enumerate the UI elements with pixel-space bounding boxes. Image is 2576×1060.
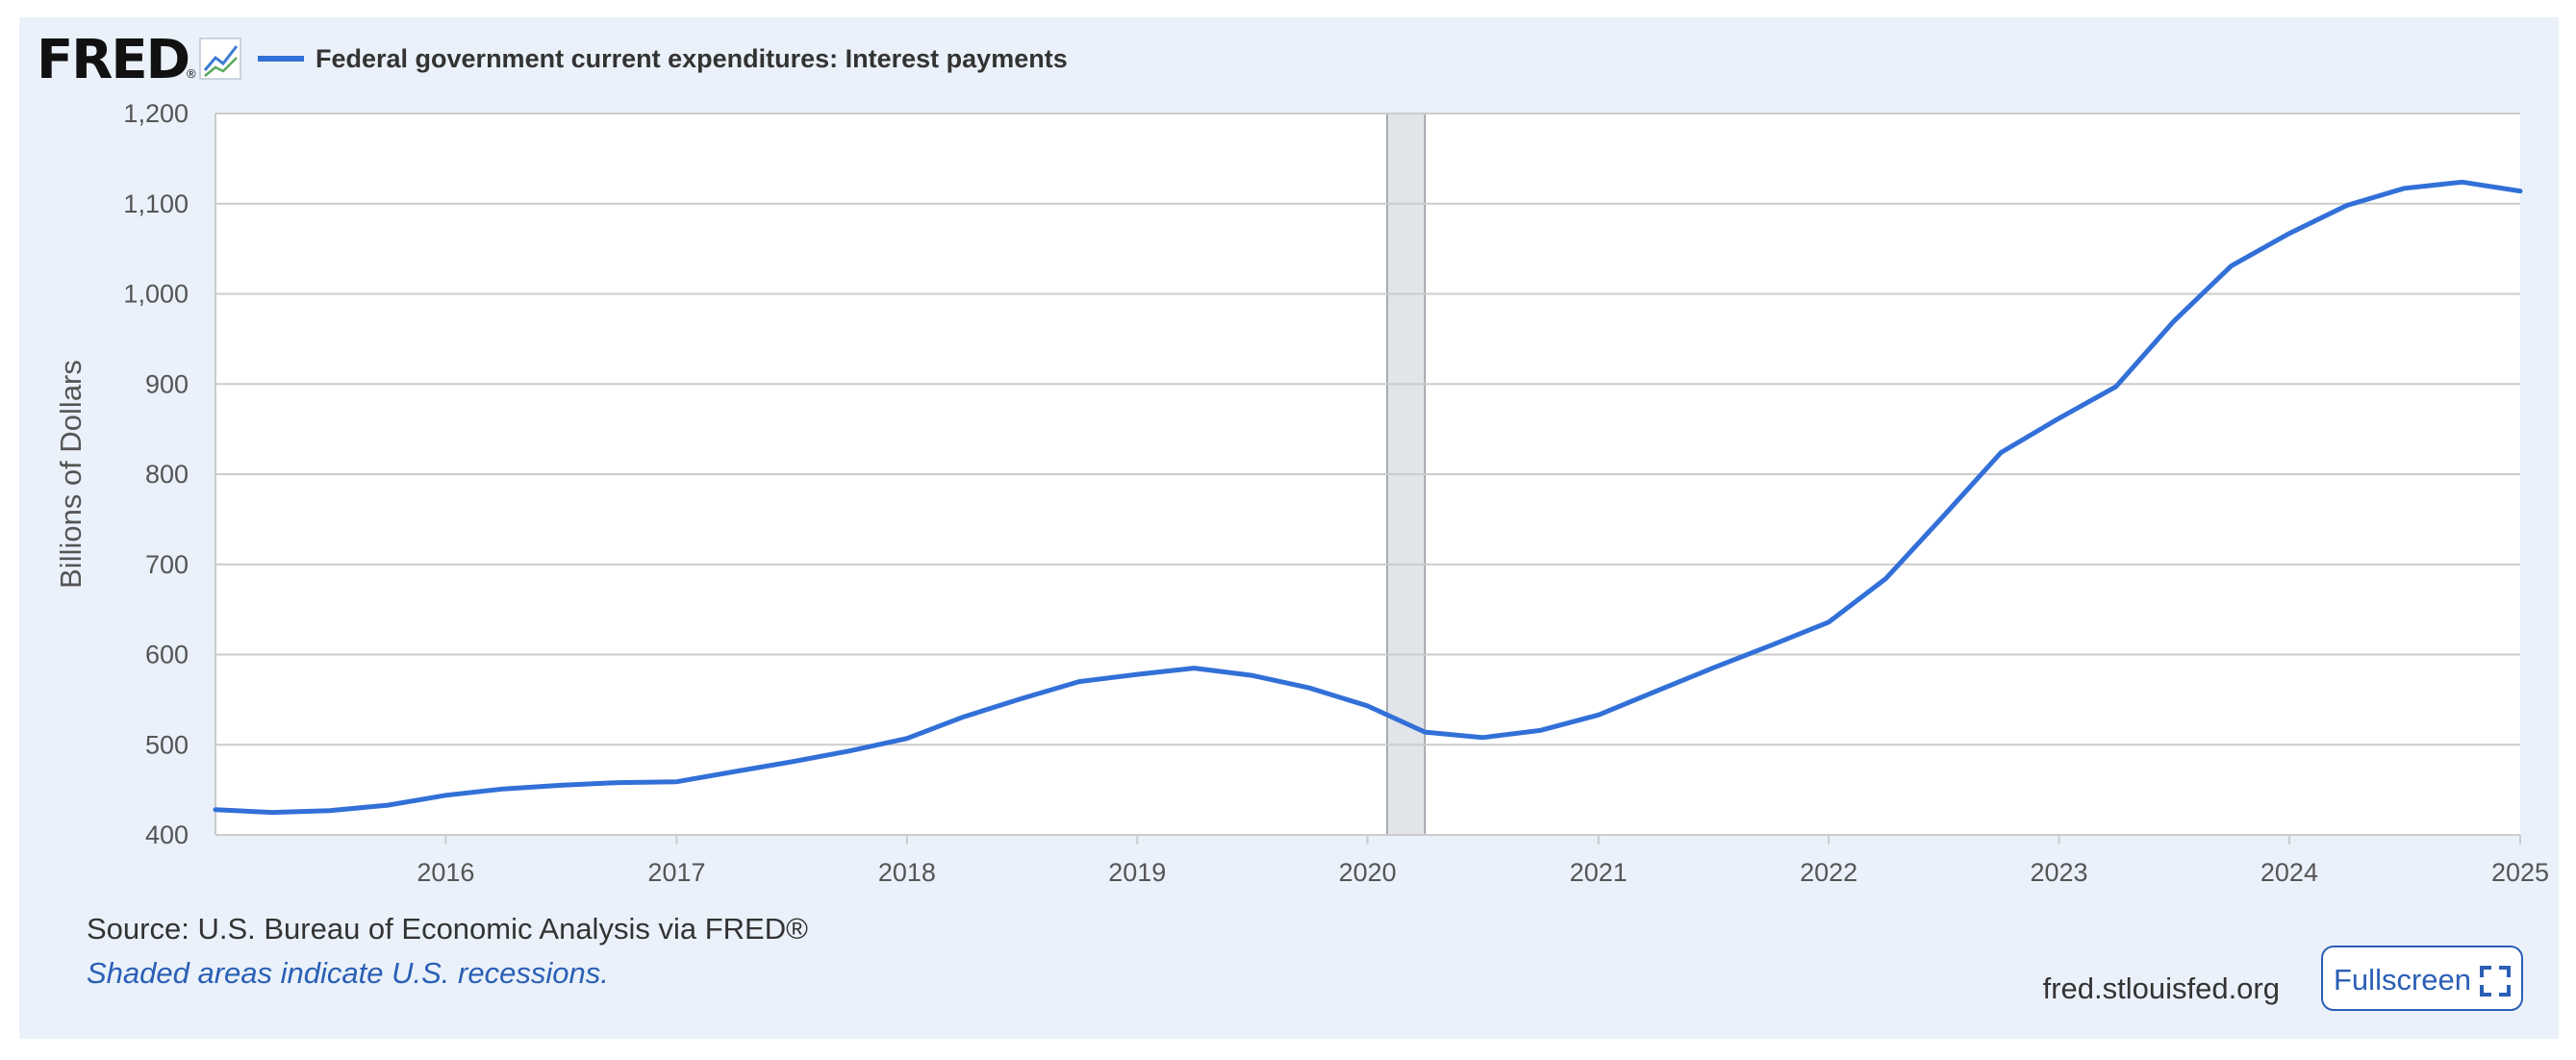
source-text: Source: U.S. Bureau of Economic Analysis… xyxy=(87,912,808,946)
y-tick-label: 600 xyxy=(145,641,189,669)
y-tick-label: 900 xyxy=(145,369,189,398)
fred-logo[interactable]: FRED xyxy=(37,29,190,91)
y-tick-label: 1,000 xyxy=(123,280,189,309)
x-tick-label: 2017 xyxy=(647,858,705,887)
y-tick-label: 500 xyxy=(145,730,189,759)
series-line xyxy=(213,179,2523,816)
legend: Federal government current expenditures:… xyxy=(258,44,1068,73)
site-link[interactable]: fred.stlouisfed.org xyxy=(2043,972,2280,1005)
y-tick-label: 400 xyxy=(145,820,189,849)
y-tick-label: 1,200 xyxy=(123,99,189,128)
fullscreen-label[interactable]: Fullscreen xyxy=(2334,963,2471,997)
x-tick-label: 2021 xyxy=(1570,858,1628,887)
x-tick-label: 2022 xyxy=(1800,858,1857,887)
chart-frame: FRED ® Federal government current expend… xyxy=(19,17,2559,1039)
x-tick-label: 2023 xyxy=(2030,858,2087,887)
fred-logo-registered-mark: ® xyxy=(187,66,196,81)
fullscreen-button-border[interactable] xyxy=(2321,946,2523,1011)
recession-note[interactable]: Shaded areas indicate U.S. recessions. xyxy=(87,956,609,990)
chart-svg: FRED ® Federal government current expend… xyxy=(37,29,2549,1011)
expand-icon[interactable] xyxy=(2480,966,2511,997)
y-tick-label: 700 xyxy=(145,550,189,579)
x-tick-label: 2024 xyxy=(2260,858,2318,887)
y-axis-label: Billions of Dollars xyxy=(54,360,88,589)
y-tick-label: 1,100 xyxy=(123,189,189,218)
y-axis-ticks: 400 500 600 700 800 900 1,000 1,100 1,200 xyxy=(123,99,189,849)
legend-label: Federal government current expenditures:… xyxy=(316,44,1068,73)
y-tick-label: 800 xyxy=(145,460,189,489)
x-tick-label: 2016 xyxy=(417,858,474,887)
x-tick-label: 2020 xyxy=(1339,858,1397,887)
x-axis-ticks: 2016 2017 2018 2019 2020 2021 2022 2023 2024 2025 xyxy=(417,835,2549,887)
line-chart-icon xyxy=(199,38,241,80)
series-layer xyxy=(213,179,2523,816)
x-tick-label: 2018 xyxy=(878,858,936,887)
fullscreen-button[interactable]: Fullscreen xyxy=(2321,946,2523,1011)
x-tick-label: 2019 xyxy=(1108,858,1166,887)
x-tick-label: 2025 xyxy=(2491,858,2549,887)
